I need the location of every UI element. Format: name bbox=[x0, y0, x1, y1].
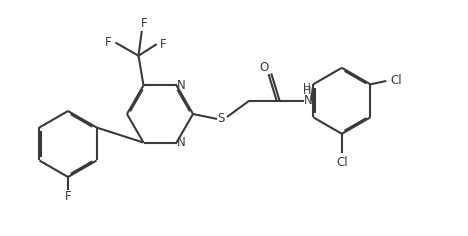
Text: O: O bbox=[259, 61, 269, 74]
Text: S: S bbox=[217, 112, 225, 126]
Text: N: N bbox=[177, 79, 186, 92]
Text: N: N bbox=[304, 94, 313, 107]
Text: Cl: Cl bbox=[390, 75, 402, 88]
Text: H: H bbox=[303, 86, 311, 96]
Text: F: F bbox=[65, 190, 71, 202]
Text: Cl: Cl bbox=[336, 156, 348, 169]
Text: F: F bbox=[161, 38, 167, 51]
Text: F: F bbox=[140, 17, 147, 30]
Text: F: F bbox=[105, 36, 112, 49]
Text: N: N bbox=[177, 136, 186, 149]
Text: H: H bbox=[303, 83, 311, 93]
